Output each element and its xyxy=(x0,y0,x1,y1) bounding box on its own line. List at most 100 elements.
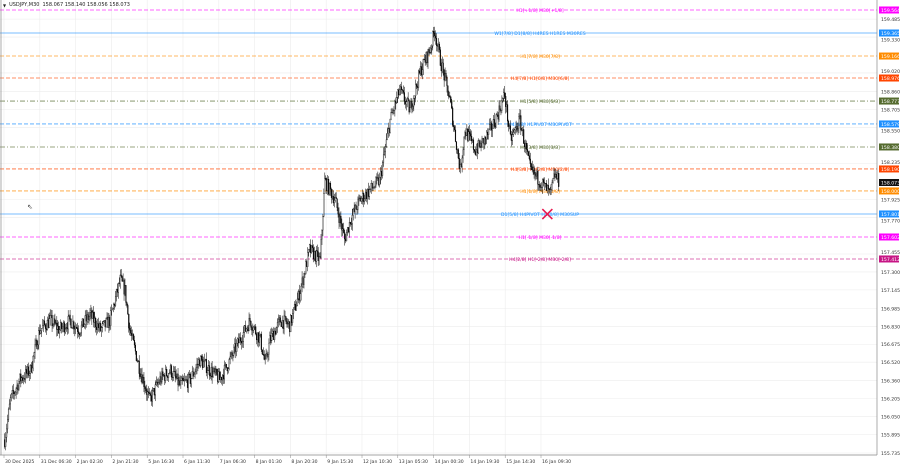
candle-body xyxy=(148,391,150,394)
level-price-tag xyxy=(879,74,899,82)
candle-body xyxy=(175,375,177,379)
candle-body xyxy=(127,305,129,315)
candle-body xyxy=(72,321,74,328)
candle-body xyxy=(290,315,292,333)
candle-body xyxy=(419,66,422,74)
candle-body xyxy=(98,323,100,328)
candle-body xyxy=(91,310,93,319)
level-price-tag xyxy=(879,255,899,263)
candle-body xyxy=(557,172,559,180)
candle-body xyxy=(462,149,464,159)
candle-body xyxy=(359,197,361,199)
candle-body xyxy=(106,316,108,319)
candle-body xyxy=(77,328,79,332)
candle-body xyxy=(92,312,94,319)
y-tick-label: 156.830 xyxy=(881,324,900,330)
candle-body xyxy=(364,198,366,202)
candle-body xyxy=(377,177,379,179)
candle-body xyxy=(471,139,474,142)
candle-body xyxy=(534,172,536,175)
candle-body xyxy=(314,251,316,262)
candle-body xyxy=(360,197,362,202)
level-price-tag xyxy=(879,233,899,241)
y-tick-label: 157.925 xyxy=(881,198,900,204)
candle-body xyxy=(32,356,34,369)
candle-body xyxy=(138,360,140,374)
candle-body xyxy=(30,364,32,373)
candle-body xyxy=(38,330,40,345)
candle-body xyxy=(365,191,368,199)
candle-body xyxy=(76,327,78,329)
candle-body xyxy=(369,188,371,190)
candle-body xyxy=(349,222,351,225)
candle-body xyxy=(375,177,377,187)
candle-body xyxy=(197,363,199,365)
candle-body xyxy=(67,316,69,330)
x-tick-label: 13 Jan 05:30 xyxy=(399,459,428,465)
candle-body xyxy=(550,184,552,190)
candle-body xyxy=(332,195,334,204)
candle-body xyxy=(55,322,57,324)
candle-body xyxy=(115,288,118,297)
candle-body xyxy=(243,325,245,333)
x-tick-label: 16 Jan 09:30 xyxy=(542,459,571,465)
candle-body xyxy=(88,316,90,320)
candle-body xyxy=(319,256,321,258)
candle-body xyxy=(249,317,251,322)
candle-body xyxy=(347,227,350,233)
candle-body xyxy=(63,322,65,333)
candle-body xyxy=(354,204,356,212)
candle-body xyxy=(527,151,529,156)
candle-body xyxy=(395,100,397,104)
level-price-tag xyxy=(879,97,899,105)
candle-body xyxy=(380,170,382,178)
level-label: H4[7/8] H1[6/8] M30[6/8] xyxy=(511,76,570,82)
mouse-cursor-icon: ⇖ xyxy=(27,203,33,211)
candle-body xyxy=(247,327,249,332)
candle-body xyxy=(245,328,247,332)
candle-body xyxy=(436,38,438,46)
candle-body xyxy=(123,279,125,295)
price-tags: 159.564 159.365 159.166 158.976 158.777 158.5… xyxy=(879,6,900,263)
candle-body xyxy=(449,96,451,98)
level-price-text: 159.166 xyxy=(881,54,900,60)
candle-body xyxy=(282,320,284,329)
candle-body xyxy=(144,386,146,389)
candle-body xyxy=(421,69,423,76)
candle-body xyxy=(468,131,470,141)
candle-body xyxy=(218,371,220,383)
candle-body xyxy=(122,279,124,282)
candle-body xyxy=(22,377,24,381)
candle-body xyxy=(81,318,83,326)
candle-body xyxy=(214,368,216,373)
y-tick-label: 159.485 xyxy=(881,17,900,23)
candle-body xyxy=(294,304,297,311)
candle-body xyxy=(259,333,261,337)
candle-body xyxy=(177,373,179,386)
x-tick-label: 14 Jan 00:30 xyxy=(435,459,464,465)
candle-body xyxy=(302,277,304,285)
candle-body xyxy=(95,318,97,328)
candle-body xyxy=(35,340,37,345)
candle-body xyxy=(537,170,539,185)
candle-body xyxy=(368,189,370,197)
candle-body xyxy=(58,325,60,334)
candle-body xyxy=(45,328,47,331)
candle-body xyxy=(304,273,306,275)
candle-body xyxy=(16,384,18,390)
level-price-text: 157.412 xyxy=(881,257,900,263)
candle-body xyxy=(482,138,484,140)
candle-body xyxy=(66,327,68,330)
candle-body xyxy=(8,403,11,410)
candle-body xyxy=(367,188,369,197)
candle-body xyxy=(70,318,72,329)
candle-body xyxy=(519,115,521,117)
candle-body xyxy=(362,193,364,199)
candle-body xyxy=(300,286,302,294)
x-tick-label: 15 Jan 14:30 xyxy=(506,459,535,465)
y-tick-label: 156.050 xyxy=(881,415,900,421)
candle-body xyxy=(420,66,422,76)
candle-body xyxy=(155,381,157,385)
candle-body xyxy=(293,307,295,314)
